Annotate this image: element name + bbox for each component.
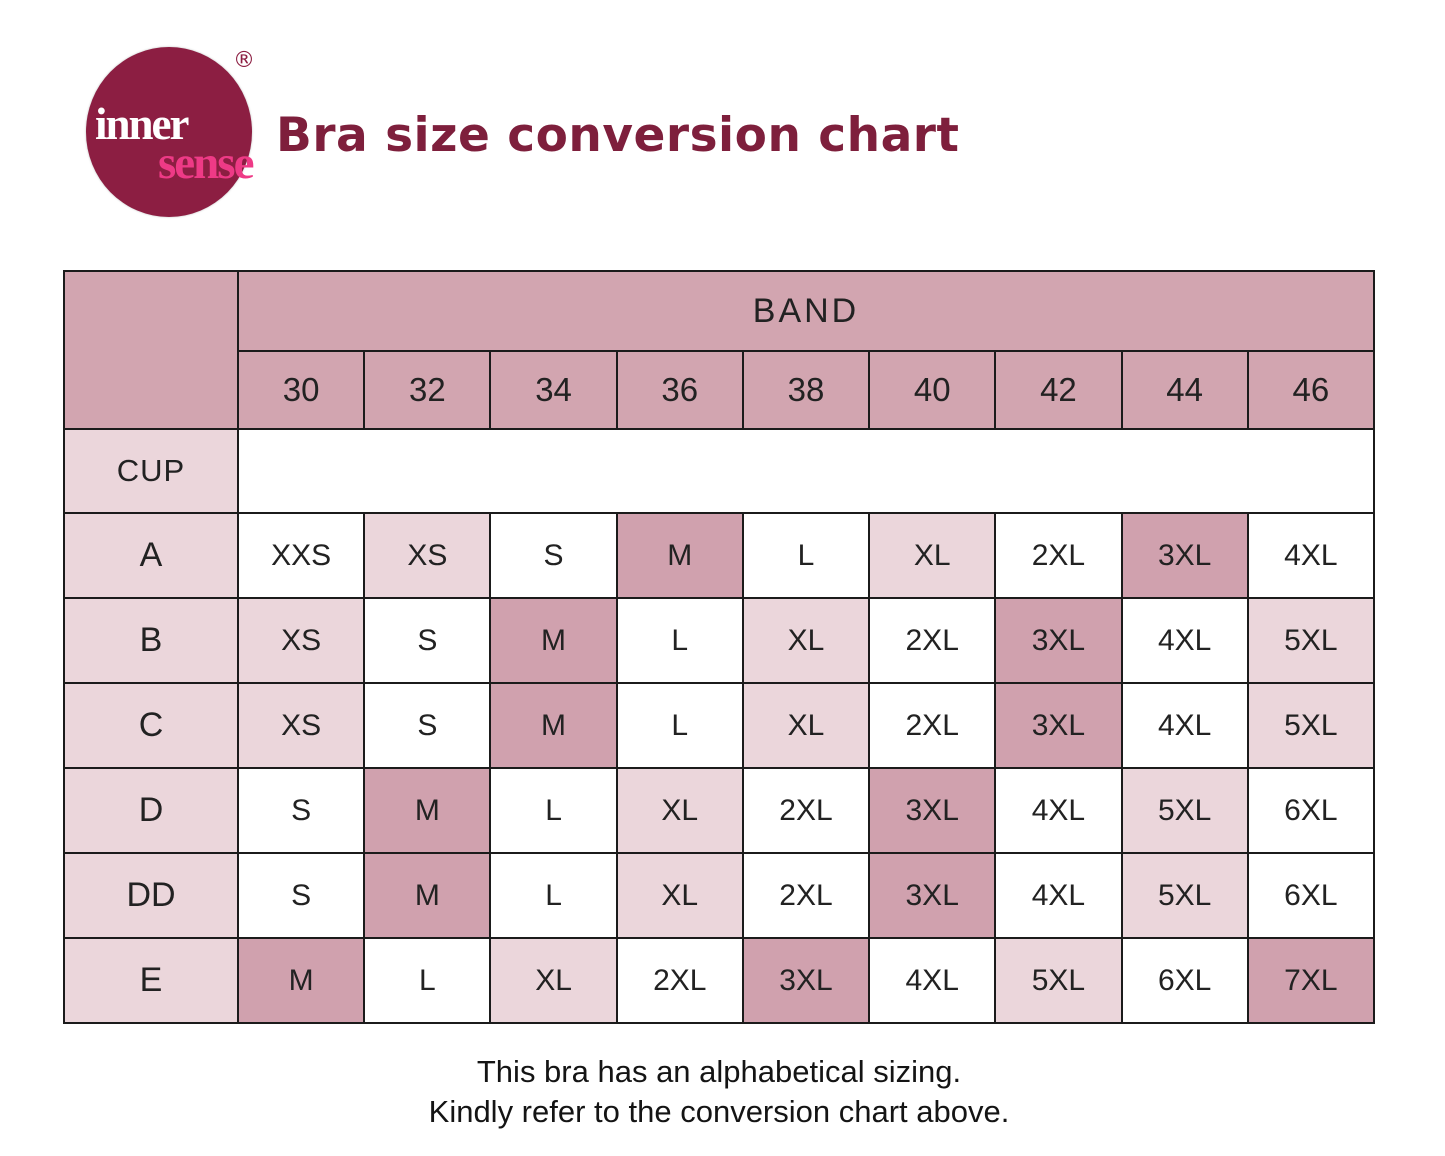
size-cell-B-46: 5XL	[1246, 597, 1376, 684]
size-cell-D-44: 5XL	[1120, 767, 1249, 854]
band-size-header-30: 30	[236, 350, 366, 430]
size-cell-E-30: M	[236, 937, 366, 1024]
size-cell-A-34: S	[489, 512, 618, 599]
size-cell-D-34: L	[489, 767, 618, 854]
logo-word-sense: sense	[158, 137, 254, 189]
size-cell-C-46: 5XL	[1246, 682, 1376, 769]
size-cell-C-42: 3XL	[994, 682, 1123, 769]
band-size-header-44: 44	[1120, 350, 1249, 430]
size-cell-D-36: XL	[615, 767, 744, 854]
size-cell-C-30: XS	[236, 682, 366, 769]
size-cell-E-36: 2XL	[615, 937, 744, 1024]
size-cell-A-36: M	[615, 512, 744, 599]
band-size-header-36: 36	[615, 350, 744, 430]
size-cell-E-38: 3XL	[741, 937, 871, 1024]
size-cell-C-32: S	[363, 682, 492, 769]
size-cell-A-30: XXS	[236, 512, 366, 599]
cup-row-D: D S M L XL 2XL 3XL 4XL 5XL 6XL	[63, 767, 1376, 854]
size-cell-DD-44: 5XL	[1120, 852, 1249, 939]
band-size-header-38: 38	[741, 350, 871, 430]
cup-label-B: B	[63, 597, 239, 684]
size-cell-E-46: 7XL	[1246, 937, 1376, 1024]
size-cell-D-30: S	[236, 767, 366, 854]
size-cell-DD-32: M	[363, 852, 492, 939]
registered-trademark-icon: ®	[233, 48, 255, 73]
page-title: Bra size conversion chart	[276, 108, 960, 163]
size-cell-C-40: 2XL	[868, 682, 997, 769]
band-size-header-32: 32	[363, 350, 492, 430]
size-cell-B-36: L	[615, 597, 744, 684]
conversion-table: BAND 30 32 34 36 38 40 42 44 46 CUP A XXS XS S M L XL 2…	[63, 270, 1376, 1024]
cup-header-row: CUP	[63, 428, 1375, 514]
size-cell-C-36: L	[615, 682, 744, 769]
size-cell-A-42: 2XL	[994, 512, 1123, 599]
size-cell-B-32: S	[363, 597, 492, 684]
corner-cell	[63, 270, 239, 430]
size-cell-E-44: 6XL	[1120, 937, 1249, 1024]
logo-word-inner: inner	[95, 99, 190, 149]
band-group-header: BAND	[237, 270, 1375, 352]
footer-line-2: Kindly refer to the conversion chart abo…	[428, 1094, 1010, 1129]
size-cell-A-38: L	[741, 512, 871, 599]
size-cell-D-38: 2XL	[741, 767, 871, 854]
size-cell-D-40: 3XL	[868, 767, 997, 854]
size-cell-DD-36: XL	[615, 852, 744, 939]
size-cell-C-34: M	[489, 682, 618, 769]
logo-circle	[86, 47, 252, 217]
size-cell-B-42: 3XL	[994, 597, 1123, 684]
size-cell-A-46: 4XL	[1246, 512, 1376, 599]
size-cell-D-32: M	[363, 767, 492, 854]
cup-row-E: E M L XL 2XL 3XL 4XL 5XL 6XL 7XL	[63, 937, 1376, 1024]
size-cell-DD-42: 4XL	[994, 852, 1123, 939]
size-cell-E-42: 5XL	[994, 937, 1123, 1024]
footer-note: This bra has an alphabetical sizing. Kin…	[63, 1052, 1375, 1132]
size-cell-C-38: XL	[741, 682, 871, 769]
cup-row-A: A XXS XS S M L XL 2XL 3XL 4XL	[63, 512, 1376, 599]
table-body: A XXS XS S M L XL 2XL 3XL 4XL B XS S M L XL 2XL 3XL 4XL 5XL…	[63, 512, 1376, 1024]
size-cell-DD-34: L	[489, 852, 618, 939]
size-cell-E-32: L	[363, 937, 492, 1024]
innersense-logo: inner sense ®	[86, 44, 262, 222]
band-size-header-34: 34	[489, 350, 618, 430]
size-cell-B-44: 4XL	[1120, 597, 1249, 684]
size-cell-C-44: 4XL	[1120, 682, 1249, 769]
band-sizes-row: 30 32 34 36 38 40 42 44 46	[64, 350, 1376, 430]
band-size-header-42: 42	[994, 350, 1123, 430]
size-cell-B-34: M	[489, 597, 618, 684]
cup-label-E: E	[63, 937, 239, 1024]
size-cell-D-42: 4XL	[994, 767, 1123, 854]
size-cell-A-40: XL	[868, 512, 997, 599]
cup-label-DD: DD	[63, 852, 239, 939]
footer-line-1: This bra has an alphabetical sizing.	[476, 1054, 962, 1089]
size-cell-DD-30: S	[236, 852, 366, 939]
band-size-header-40: 40	[868, 350, 997, 430]
cup-label-D: D	[63, 767, 239, 854]
size-cell-A-32: XS	[363, 512, 492, 599]
band-size-header-46: 46	[1246, 350, 1376, 430]
band-header-row: BAND	[63, 270, 1375, 430]
cup-row-DD: DD S M L XL 2XL 3XL 4XL 5XL 6XL	[63, 852, 1376, 939]
size-cell-DD-40: 3XL	[868, 852, 997, 939]
size-cell-E-40: 4XL	[868, 937, 997, 1024]
size-cell-DD-38: 2XL	[741, 852, 871, 939]
size-cell-DD-46: 6XL	[1246, 852, 1376, 939]
cup-label-A: A	[63, 512, 239, 599]
size-cell-B-30: XS	[236, 597, 366, 684]
size-cell-E-34: XL	[489, 937, 618, 1024]
cup-group-header: CUP	[63, 428, 239, 514]
cup-header-spacer	[237, 428, 1375, 514]
cup-label-C: C	[63, 682, 239, 769]
cup-row-B: B XS S M L XL 2XL 3XL 4XL 5XL	[63, 597, 1376, 684]
size-cell-B-38: XL	[741, 597, 871, 684]
size-cell-A-44: 3XL	[1120, 512, 1249, 599]
size-cell-D-46: 6XL	[1246, 767, 1376, 854]
cup-row-C: C XS S M L XL 2XL 3XL 4XL 5XL	[63, 682, 1376, 769]
size-cell-B-40: 2XL	[868, 597, 997, 684]
